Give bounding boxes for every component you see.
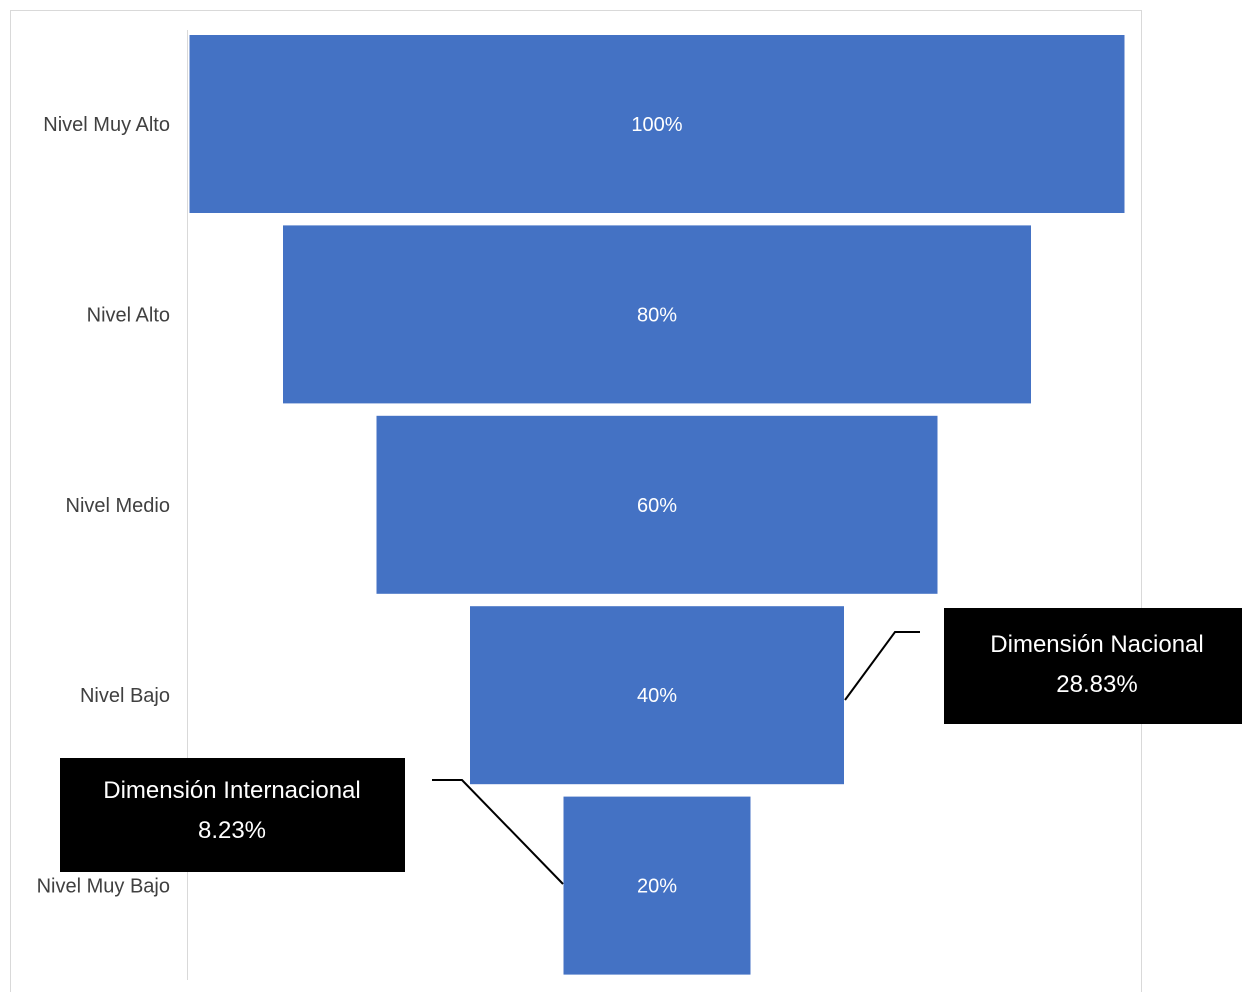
callout-internacional-box xyxy=(60,758,405,872)
category-labels: Nivel Muy Alto Nivel Alto Nivel Medio Nivel… xyxy=(37,114,170,898)
category-label: Nivel Alto xyxy=(87,304,170,326)
callout-nacional-title: Dimensión Nacional xyxy=(990,631,1203,658)
funnel-bars: 100% 80% 60% 40% 20% xyxy=(189,35,1125,975)
data-label: 40% xyxy=(637,685,677,707)
category-label: Nivel Muy Bajo xyxy=(37,876,170,898)
funnel-bar xyxy=(376,415,938,594)
callout-internacional-title: Dimensión Internacional xyxy=(103,777,360,804)
category-label: Nivel Muy Alto xyxy=(43,114,170,136)
callout-internacional-value: 8.23% xyxy=(198,817,266,844)
callout-nacional-value: 28.83% xyxy=(1056,671,1137,698)
data-label: 60% xyxy=(637,495,677,517)
funnel-bar xyxy=(283,225,1031,404)
callout-internacional: Dimensión Internacional 8.23% xyxy=(60,758,564,885)
funnel-bar xyxy=(189,35,1125,213)
data-label: 80% xyxy=(637,304,677,326)
callout-nacional-box xyxy=(944,608,1242,724)
category-label: Nivel Medio xyxy=(66,495,170,517)
data-label: 100% xyxy=(631,114,682,136)
callout-nacional-leader xyxy=(844,631,920,701)
callout-nacional: Dimensión Nacional 28.83% xyxy=(844,608,1242,724)
funnel-bar xyxy=(563,796,751,975)
chart-area-border xyxy=(10,10,1142,992)
category-label: Nivel Bajo xyxy=(80,685,170,707)
data-label: 20% xyxy=(637,876,677,898)
callout-internacional-leader xyxy=(432,779,564,885)
funnel-bar xyxy=(470,606,844,785)
callouts: Dimensión Nacional 28.83% Dimensión Inte… xyxy=(60,608,1242,885)
